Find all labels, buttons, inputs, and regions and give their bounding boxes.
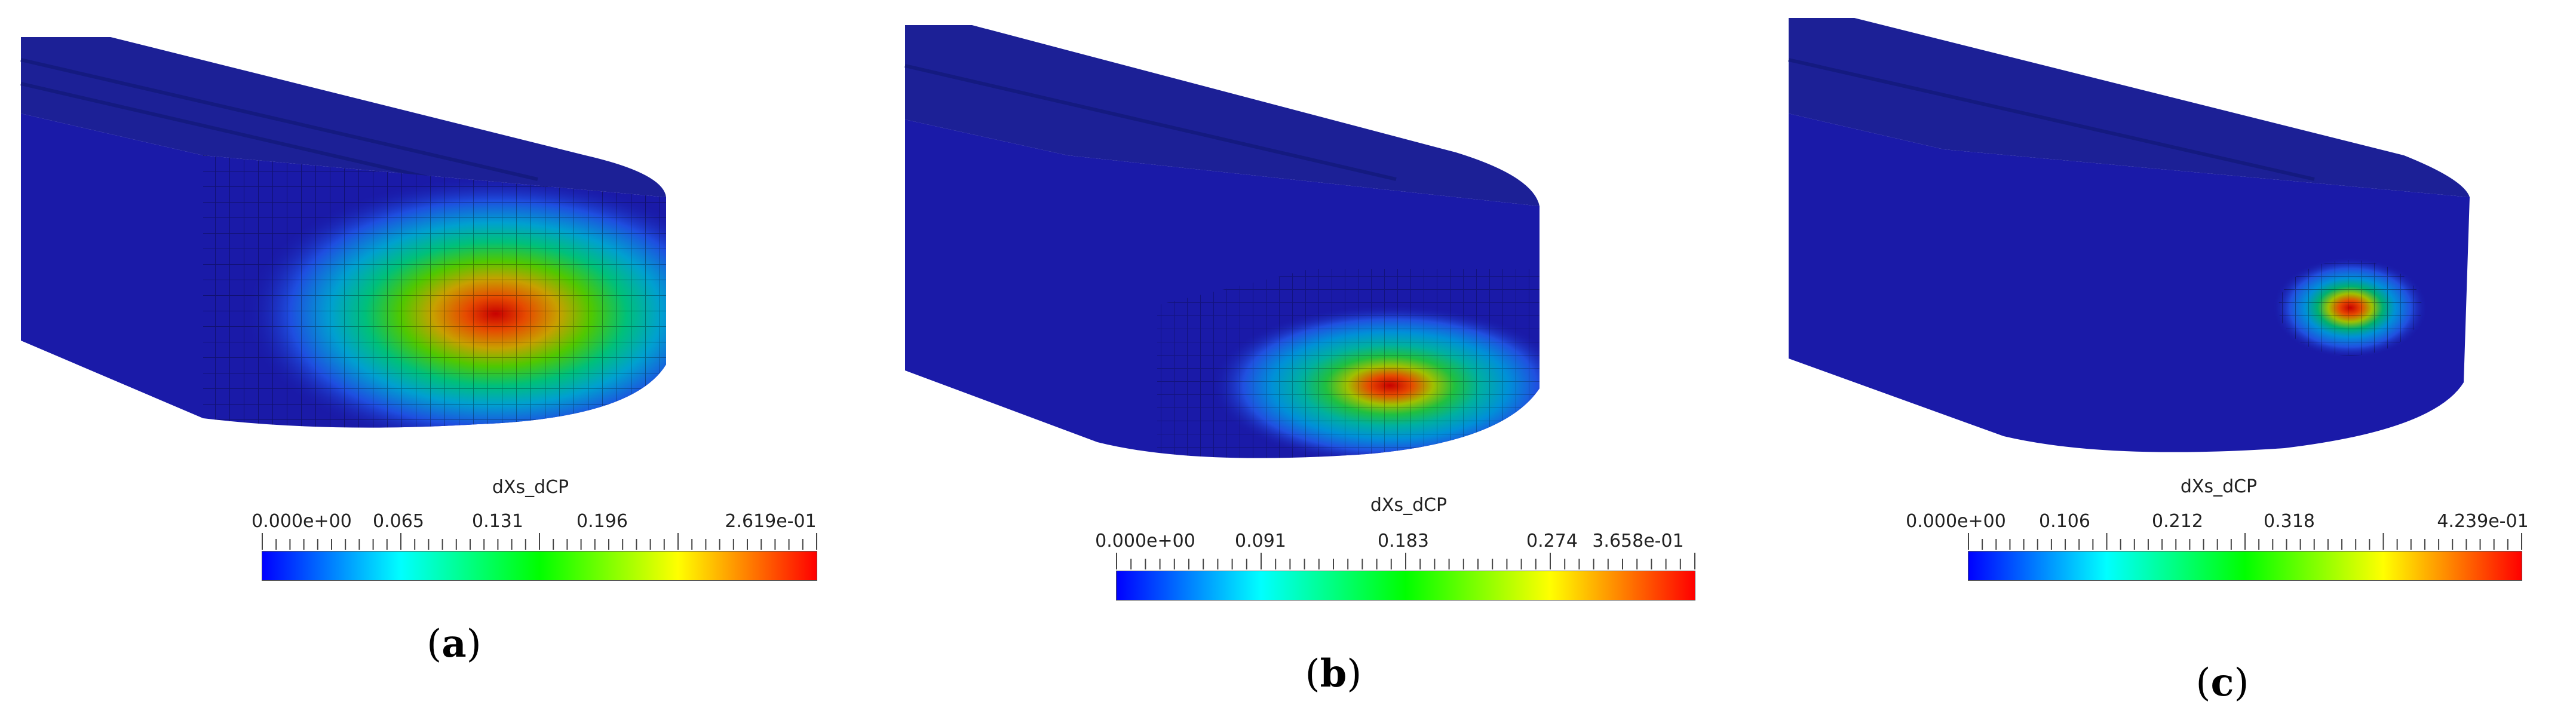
panel-a: dXs_dCP 0.000e+00 0.065 0.131 0.196 2.61… — [0, 0, 858, 723]
top-face — [21, 37, 666, 197]
colorbar-tick-label: 0.183 — [1378, 531, 1429, 552]
colorbar-tick-label: 0.212 — [2152, 511, 2203, 532]
panel-label: (b) — [1305, 651, 1362, 696]
panel-label: (a) — [427, 621, 482, 666]
panel-label: (c) — [2195, 660, 2249, 705]
top-face — [1789, 18, 2470, 197]
top-face — [905, 25, 1540, 206]
colorbar-tick-label: 0.131 — [472, 511, 523, 532]
colorbar-tick-label: 0.106 — [2039, 511, 2090, 532]
colorbar-tick-label: 2.619e-01 — [725, 511, 817, 532]
colorbar-tick-label: 0.000e+00 — [252, 511, 352, 532]
colorbar-tick-label: 0.318 — [2264, 511, 2315, 532]
side-wall — [1789, 114, 2470, 452]
colorbar-tickmarks — [262, 533, 817, 550]
colorbar-tick-label: 4.239e-01 — [2437, 511, 2529, 532]
mesh-render-a — [20, 37, 666, 428]
colorbar-tick-label: 0.196 — [576, 511, 628, 532]
colorbar-tick-label: 0.274 — [1526, 531, 1578, 552]
panel-b: dXs_dCP 0.000e+00 0.091 0.183 0.274 3.65… — [858, 0, 1717, 723]
colorbar-tick-label: 0.000e+00 — [1095, 531, 1195, 552]
colorbar-tickmarks — [1116, 553, 1695, 569]
panel-c: dXs_dCP 0.000e+00 0.106 0.212 0.318 4.23… — [1717, 0, 2576, 723]
mesh-render-b — [904, 25, 1540, 458]
colorbar — [1968, 551, 2522, 581]
colorbar — [1116, 571, 1695, 601]
colorbar-tick-label: 0.000e+00 — [1906, 511, 2006, 532]
colorbar-tick-label: 3.658e-01 — [1592, 531, 1684, 552]
colorbar-title: dXs_dCP — [492, 477, 569, 498]
colorbar-title: dXs_dCP — [1370, 495, 1448, 516]
colorbar-title: dXs_dCP — [2180, 476, 2258, 497]
mesh-render-c — [1788, 18, 2470, 452]
colorbar-tick-label: 0.091 — [1235, 531, 1286, 552]
colorbar — [262, 551, 817, 581]
colorbar-tick-label: 0.065 — [373, 511, 424, 532]
colorbar-tickmarks — [1968, 533, 2522, 550]
